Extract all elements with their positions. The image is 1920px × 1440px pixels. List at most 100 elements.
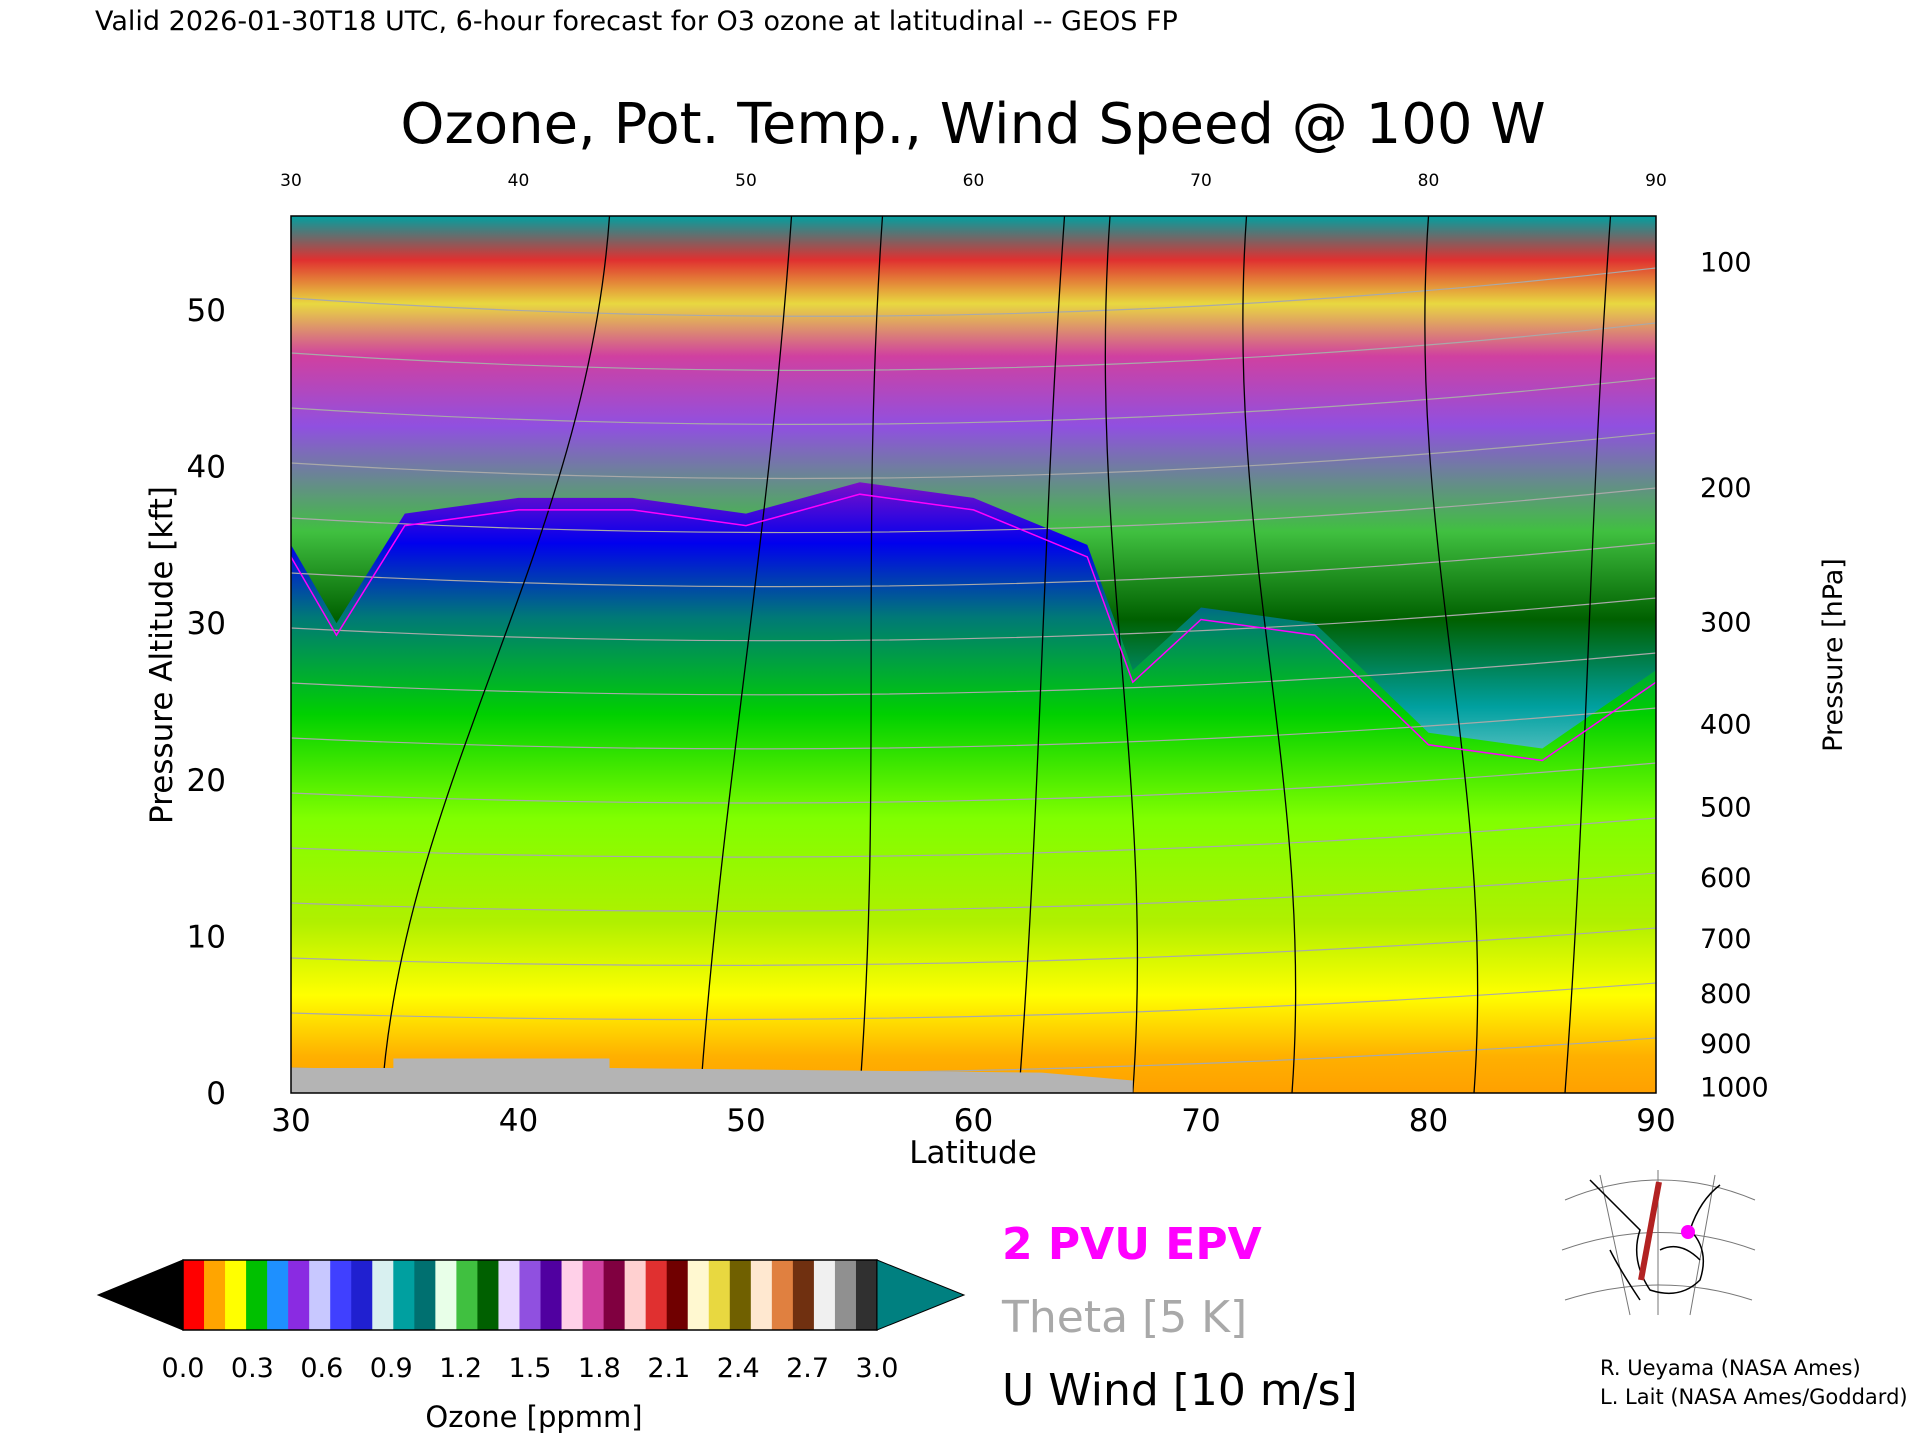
colorbar-cell xyxy=(666,1260,689,1330)
colorbar-tick-label: 2.7 xyxy=(786,1353,829,1384)
wind-contour xyxy=(699,216,793,1093)
y-tick-label: 0 xyxy=(206,1076,226,1112)
x-top-tick-label: 40 xyxy=(508,171,530,191)
colorbar-cell xyxy=(330,1260,352,1330)
theta-contour xyxy=(291,487,1656,534)
pressure-tick-label: 100 xyxy=(1700,247,1752,278)
locator-map-marker xyxy=(1681,1225,1695,1239)
colorbar-tick-label: 0.3 xyxy=(231,1353,274,1384)
wind-contour xyxy=(1018,216,1066,1093)
pressure-tick-label: 600 xyxy=(1700,863,1752,894)
colorbar-cell xyxy=(519,1260,542,1330)
colorbar-over-arrow xyxy=(876,1259,966,1331)
theta-contour xyxy=(291,597,1656,642)
credit-line-1: R. Ueyama (NASA Ames) xyxy=(1600,1356,1861,1380)
locator-map xyxy=(1560,1167,1756,1317)
colorbar-cell xyxy=(456,1260,479,1330)
header-text: Valid 2026-01-30T18 UTC, 6-hour forecast… xyxy=(95,6,1178,37)
colorbar-cell xyxy=(561,1260,584,1330)
terrain xyxy=(291,1058,1133,1093)
colorbar-cell xyxy=(729,1260,752,1330)
wind-contour xyxy=(1564,216,1612,1093)
legend-wind: U Wind [10 m/s] xyxy=(1002,1365,1358,1416)
y-tick-label: 10 xyxy=(187,919,226,955)
plot-area xyxy=(290,215,1657,1094)
colorbar-tick-label: 1.5 xyxy=(509,1353,552,1384)
pressure-tick-label: 500 xyxy=(1700,792,1752,823)
colorbar-tick-label: 2.4 xyxy=(717,1353,760,1384)
colorbar-cell xyxy=(792,1260,815,1330)
colorbar-cell xyxy=(246,1260,268,1330)
colorbar-cell xyxy=(435,1260,457,1330)
pressure-tick-label: 300 xyxy=(1700,608,1752,639)
colorbar-cell xyxy=(624,1260,647,1330)
x-tick-label: 70 xyxy=(1181,1103,1220,1139)
pressure-tick-label: 800 xyxy=(1700,979,1752,1010)
legend-epv: 2 PVU EPV xyxy=(1002,1219,1262,1270)
pressure-tick-label: 1000 xyxy=(1700,1073,1769,1104)
axes: 3030404050506060707080809090010203040501… xyxy=(187,171,1769,1139)
x-axis-label: Latitude xyxy=(909,1135,1037,1171)
wind-contour xyxy=(1424,216,1479,1093)
x-tick-label: 90 xyxy=(1636,1103,1675,1139)
epv-2pvu-contour xyxy=(291,493,1656,762)
pressure-tick-label: 900 xyxy=(1700,1029,1752,1060)
colorbar-cell xyxy=(603,1260,626,1330)
colorbar-cell xyxy=(414,1260,436,1330)
colorbar-tick-label: 1.2 xyxy=(439,1353,482,1384)
pressure-tick-label: 400 xyxy=(1700,709,1752,740)
chart-title: Ozone, Pot. Temp., Wind Speed @ 100 W xyxy=(400,92,1545,157)
colorbar-cell xyxy=(645,1260,668,1330)
colorbar-under-arrow xyxy=(96,1259,184,1331)
colorbar-cell xyxy=(540,1260,563,1330)
x-top-tick-label: 50 xyxy=(735,171,757,191)
colorbar-tick-label: 2.1 xyxy=(647,1353,690,1384)
theta-contour xyxy=(291,267,1656,317)
colorbar-cell xyxy=(351,1260,373,1330)
theta-contour xyxy=(291,542,1656,588)
theta-contour xyxy=(291,982,1656,1021)
x-top-tick-label: 60 xyxy=(963,171,985,191)
y-tick-label: 50 xyxy=(187,293,226,329)
theta-contour xyxy=(291,707,1656,750)
colorbar-cell xyxy=(288,1260,310,1330)
x-top-tick-label: 90 xyxy=(1645,171,1667,191)
colorbar-cell xyxy=(393,1260,415,1330)
colorbar-cell xyxy=(372,1260,394,1330)
colorbar-label: Ozone [ppmm] xyxy=(425,1400,642,1434)
y-tick-label: 20 xyxy=(187,763,226,799)
colorbar-cell xyxy=(225,1260,247,1330)
colorbar-cell xyxy=(204,1260,226,1330)
wind-contour xyxy=(381,216,611,1093)
wind-contour xyxy=(859,216,884,1093)
wind-contour xyxy=(1104,216,1139,1093)
y-tick-label: 30 xyxy=(187,606,226,642)
theta-contour xyxy=(291,432,1656,480)
x-tick-label: 40 xyxy=(499,1103,538,1139)
colorbar-tick-label: 1.8 xyxy=(578,1353,621,1384)
pressure-tick-label: 200 xyxy=(1700,473,1752,504)
wind-contour xyxy=(1242,216,1297,1093)
legend: 2 PVU EPV Theta [5 K] U Wind [10 m/s] xyxy=(1001,1219,1358,1416)
legend-theta: Theta [5 K] xyxy=(1001,1292,1247,1343)
pressure-tick-label: 700 xyxy=(1700,924,1752,955)
theta-contour xyxy=(291,817,1656,858)
colorbar-cell xyxy=(834,1260,857,1330)
y-tick-label: 40 xyxy=(187,450,226,486)
credit-line-2: L. Lait (NASA Ames/Goddard) xyxy=(1600,1385,1908,1409)
theta-contour xyxy=(291,322,1656,371)
y-axis-label: Pressure Altitude [kft] xyxy=(144,486,180,824)
x-tick-label: 80 xyxy=(1409,1103,1448,1139)
theta-contour xyxy=(291,762,1656,804)
colorbar-tick-label: 3.0 xyxy=(856,1353,899,1384)
x-top-tick-label: 80 xyxy=(1418,171,1440,191)
colorbar-cell xyxy=(477,1260,500,1330)
colorbar-cell xyxy=(582,1260,605,1330)
ozone-colorbar: 0.0 0.3 0.6 0.9 1.2 1.5 1.8 2.1 2.4 2.7 3.0 xyxy=(96,1259,966,1384)
x-tick-label: 30 xyxy=(271,1103,310,1139)
colorbar-cell xyxy=(771,1260,794,1330)
theta-contour xyxy=(291,652,1656,696)
plot-field xyxy=(291,216,1656,1093)
x-top-tick-label: 30 xyxy=(280,171,302,191)
